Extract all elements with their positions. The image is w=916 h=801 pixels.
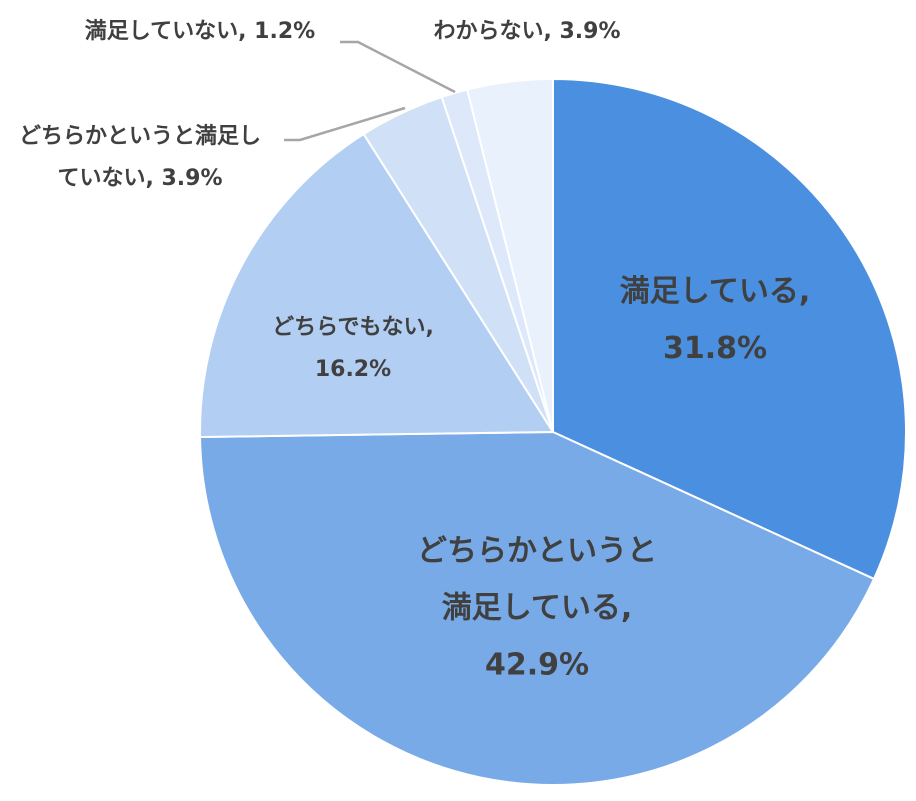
pie-slice [552,77,907,581]
leader-line [284,106,406,142]
category-label: わからない, [433,19,552,45]
pie-slice [199,132,555,439]
slice-label: どちらかというと満足している, 42.9% [412,523,662,694]
value-label: 31.8% [662,331,768,366]
leader-line [340,40,456,94]
value-label: 16.2% [314,357,392,382]
category-label: 満足している, [619,274,811,309]
value-label: 1.2% [254,19,316,45]
pie-slice [199,430,876,786]
pie-slice [466,77,554,433]
slice-label: 満足している, 31.8% [585,263,845,377]
slice-label: わからない, 3.9% [377,11,677,53]
category-label: どちらかというと満足していない, [18,124,261,191]
slice-label: どちらかというと満足していない, 3.9% [9,116,271,200]
category-label: どちらでもない, [272,315,434,341]
category-label: どちらかというと満足している, [417,533,657,626]
value-label: 3.9% [559,19,621,45]
value-label: 3.9% [161,166,223,191]
slice-label: どちらでもない, 16.2% [253,307,453,391]
value-label: 42.9% [484,647,590,683]
slice-label: 満足していない, 1.2% [50,11,350,53]
category-label: 満足していない, [84,19,247,45]
